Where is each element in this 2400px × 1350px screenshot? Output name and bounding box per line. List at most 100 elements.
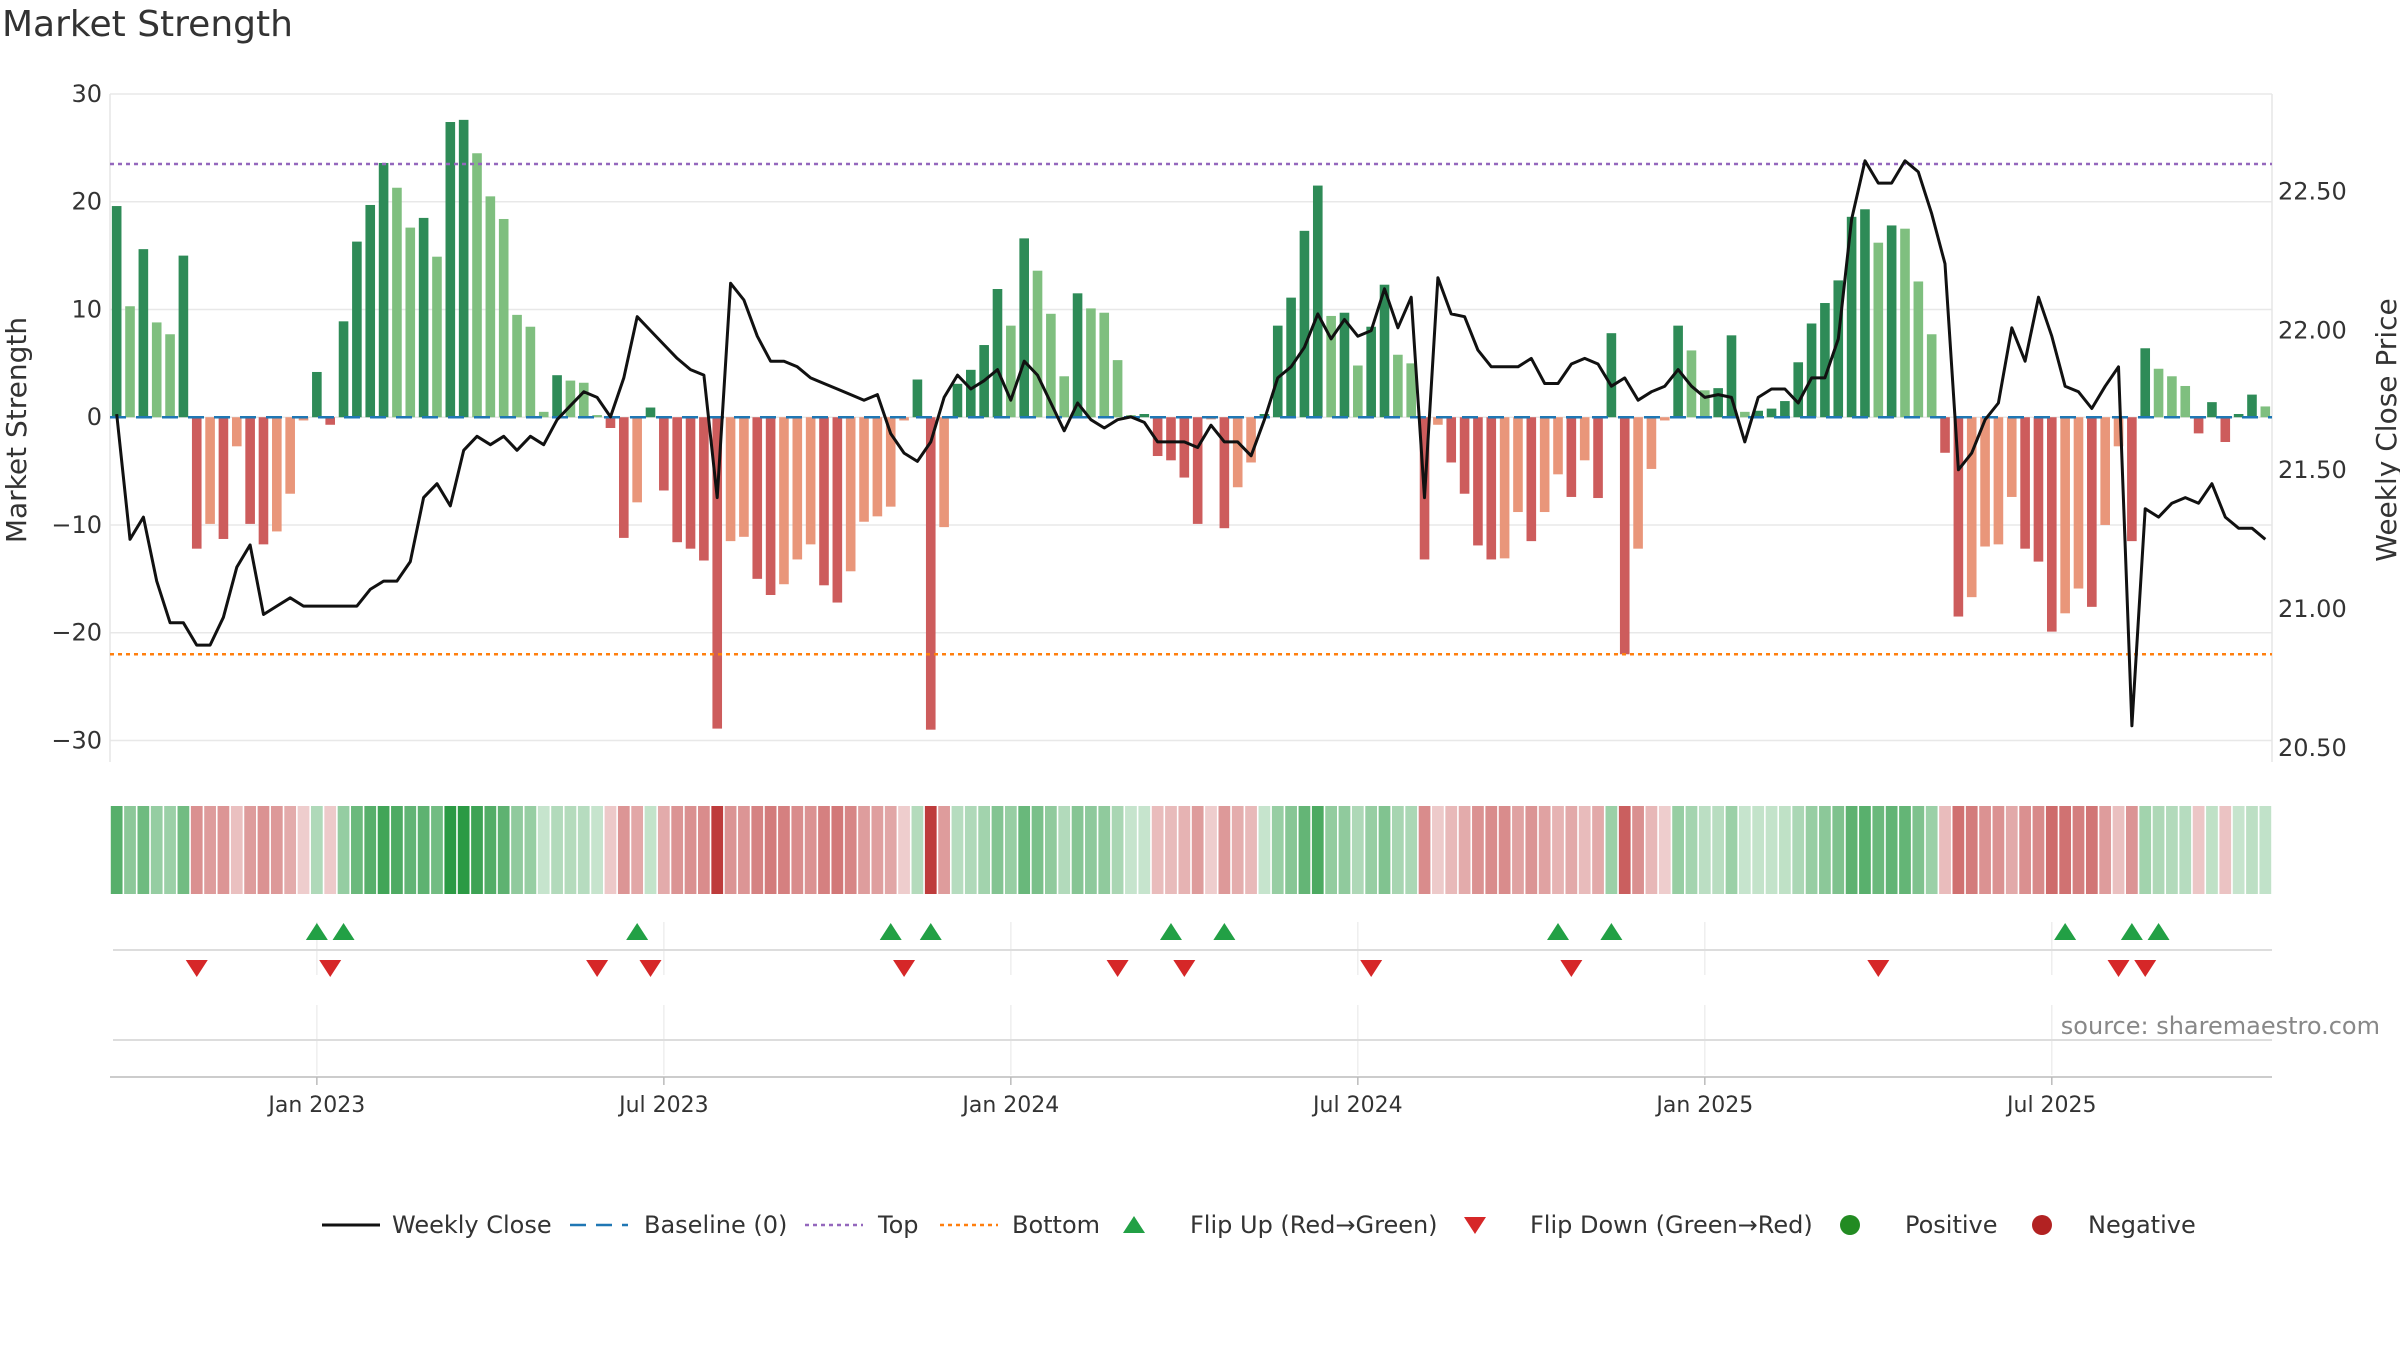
strength-bar [2060,417,2070,614]
heat-cell [2019,806,2031,894]
strength-bar [792,417,803,560]
heat-cell [217,806,230,894]
heat-cell [444,806,457,894]
strength-bar [965,369,976,418]
heat-cell [2192,806,2205,894]
strength-bar [1993,417,2004,545]
strength-bar [1766,408,1777,418]
strength-bar [1633,417,1643,549]
heat-cell [1899,806,1911,894]
heat-cell [951,806,964,894]
strength-bar [338,321,349,418]
heat-cell [1191,806,1204,894]
heat-cell [1672,806,1684,894]
flip-markers [110,923,2272,1078]
strength-bar [218,417,229,539]
flip-up-marker [332,923,355,940]
heat-cell [1952,806,1965,894]
heat-cell [1565,806,1578,894]
strength-bar [765,417,776,595]
heat-cell [671,806,684,894]
strength-bar [392,187,402,418]
heat-strip [110,806,2272,894]
heat-cell [1098,806,1111,894]
heat-cell [110,806,123,894]
heat-cell [1151,806,1164,894]
strength-bar [912,379,923,418]
strength-bar [752,417,763,579]
heat-cell [1044,806,1057,894]
strength-bar [1433,417,1443,425]
heat-cell [310,806,323,894]
heat-cell [1472,806,1484,894]
heat-cell [2099,806,2112,894]
heat-cell [1939,806,1951,894]
strength-bar [565,380,576,418]
strength-bar [2180,385,2191,418]
strength-bar [1339,312,1350,418]
y-tick-label: −20 [51,619,102,647]
strength-bar [712,417,723,729]
heat-cell [1885,806,1898,894]
heat-cell [2179,806,2192,894]
strength-bar [2140,348,2151,418]
heat-cell [1965,806,1978,894]
heat-cell [511,806,523,894]
heat-cell [1445,806,1458,894]
heat-cell [1912,806,1925,894]
strength-bar [1246,417,1256,463]
strength-bar [685,417,696,549]
strength-bar [632,417,642,503]
flip-up-marker [1600,923,1623,940]
legend-positive-label: Positive [1905,1211,1998,1239]
y-tick-label: 10 [71,295,102,323]
legend-flip-up-swatch [1123,1216,1145,1233]
strength-bar [645,407,656,418]
heat-cell [1165,806,1177,894]
flip-up-marker [1213,923,1236,940]
heat-cell [1845,806,1858,894]
heat-cell [764,806,777,894]
strength-bar [992,289,1003,418]
heat-cell [1178,806,1191,894]
heat-cell [631,806,644,894]
strength-bar [2087,417,2097,607]
heat-cell [391,806,403,894]
source-credit: source: sharemaestro.com [2060,1012,2380,1040]
strength-bar [1179,417,1190,478]
strength-bar [1566,417,1577,497]
y2-tick-label: 21.50 [2278,456,2347,484]
heat-cell [177,806,190,894]
heat-cell [1258,806,1271,894]
strength-bar [1846,216,1857,418]
y-tick-label: 30 [71,80,102,108]
heat-cell [337,806,350,894]
heat-cell [698,806,710,894]
x-tick-label: Jul 2025 [2005,1093,2097,1118]
heat-cell [204,806,216,894]
heat-cell [1485,806,1498,894]
strength-bar [512,314,522,418]
heat-cell [270,806,283,894]
heat-cell [1004,806,1017,894]
heat-cell [2032,806,2045,894]
strength-bar [272,417,282,532]
x-tick-label: Jan 2025 [1654,1093,1753,1118]
heat-cell [484,806,497,894]
strength-bar [939,417,949,528]
strength-bar [538,411,549,418]
heat-cell [2166,806,2178,894]
strength-bar [925,417,936,730]
heat-cell [377,806,390,894]
heat-cell [497,806,510,894]
heat-cell [1859,806,1871,894]
heat-cell [1592,806,1604,894]
weekly-close-line [115,159,2267,728]
heat-cell [1378,806,1391,894]
heat-cell [1125,806,1137,894]
heat-cell [2232,806,2245,894]
strength-bar [552,375,562,418]
heat-cell [1538,806,1551,894]
heat-cell [898,806,910,894]
